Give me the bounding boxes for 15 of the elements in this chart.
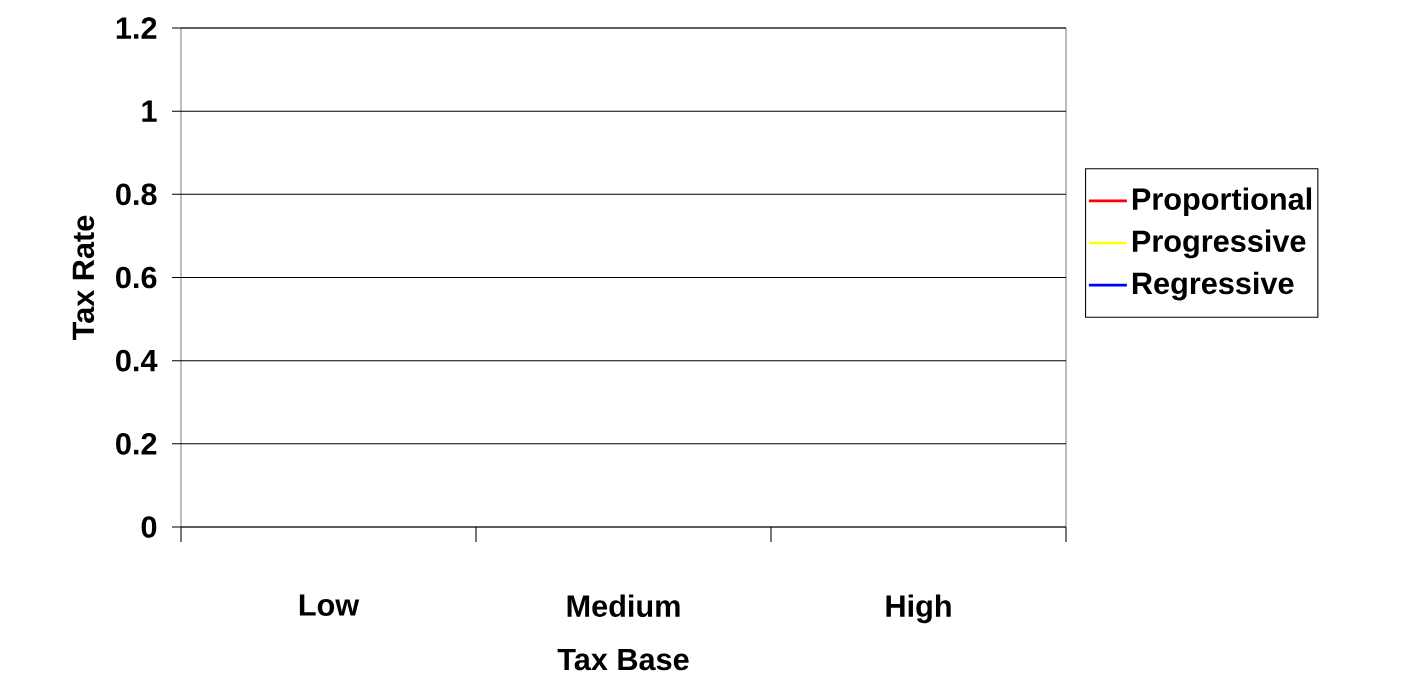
y-tick-label: 0.8 xyxy=(116,183,157,206)
y-tick-label: 0.4 xyxy=(116,349,158,372)
x-axis-title: Tax Base xyxy=(557,648,689,671)
y-tick-label: 0.2 xyxy=(116,432,157,455)
y-tick-label: 1 xyxy=(142,100,157,122)
y-tick-label: 0.6 xyxy=(116,266,157,289)
y-axis-title: Tax Rate xyxy=(72,215,95,340)
y-tick-label: 0 xyxy=(141,516,157,538)
x-tick-label: Medium xyxy=(567,594,680,618)
x-tick-label: Low xyxy=(299,594,360,616)
y-tick-label: 1.2 xyxy=(116,17,157,39)
legend-label: Proportional xyxy=(1132,187,1312,216)
legend-label: Regressive xyxy=(1132,271,1294,301)
x-tick-label: High xyxy=(886,594,951,624)
legend-label: Progressive xyxy=(1132,229,1306,259)
